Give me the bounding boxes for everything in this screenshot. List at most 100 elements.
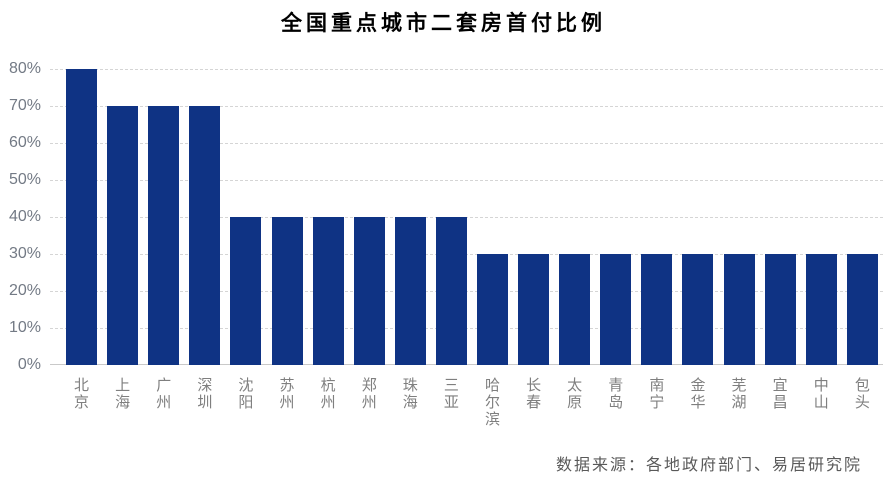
x-tick: 珠海 (390, 377, 431, 411)
city-label-中山: 中山 (813, 377, 829, 411)
city-label-长春: 长春 (526, 377, 542, 411)
city-label-北京: 北京 (74, 377, 90, 411)
y-tick-label: 10% (8, 319, 41, 336)
city-label-深圳: 深圳 (197, 377, 213, 411)
x-tick: 青岛 (595, 377, 636, 411)
bar-宜昌 (764, 254, 796, 365)
bar-column (143, 69, 184, 365)
bar-沈阳 (230, 217, 262, 365)
y-tick-label: 0% (17, 356, 41, 373)
city-label-包头: 包头 (854, 377, 870, 411)
bar-南宁 (641, 254, 673, 365)
x-tick: 长春 (513, 377, 554, 411)
x-tick: 太原 (554, 377, 595, 411)
bar-广州 (148, 106, 180, 365)
y-tick-label: 80% (8, 60, 41, 77)
y-tick-label: 60% (8, 134, 41, 151)
bar-column (102, 69, 143, 365)
y-tick-label: 70% (8, 97, 41, 114)
bar-column (760, 69, 801, 365)
x-axis-labels: 北京 上海 广州 深圳 沈阳 苏州 杭州 郑州 珠海 三亚 哈尔滨 长春 太原 青岛 南宁 金华 芜湖 宜昌 中山包… (61, 377, 883, 428)
x-tick: 广州 (143, 377, 184, 411)
bars-container (61, 69, 883, 365)
bar-column (390, 69, 431, 365)
bar-column (308, 69, 349, 365)
bar-column (595, 69, 636, 365)
x-tick: 金华 (677, 377, 718, 411)
city-label-苏州: 苏州 (279, 377, 295, 411)
bar-苏州 (271, 217, 303, 365)
bar-column (554, 69, 595, 365)
bar-深圳 (189, 106, 221, 365)
city-label-金华: 金华 (690, 377, 706, 411)
x-tick: 沈阳 (225, 377, 266, 411)
x-tick: 芜湖 (719, 377, 760, 411)
x-tick: 哈尔滨 (472, 377, 513, 428)
bar-青岛 (600, 254, 632, 365)
bar-上海 (107, 106, 139, 365)
bar-芜湖 (723, 254, 755, 365)
x-tick: 中山 (801, 377, 842, 411)
gridline (50, 106, 883, 107)
chart-title: 全国重点城市二套房首付比例 (281, 11, 606, 35)
bar-北京 (66, 69, 98, 365)
x-tick: 郑州 (349, 377, 390, 411)
city-label-珠海: 珠海 (402, 377, 418, 411)
bar-中山 (805, 254, 837, 365)
bar-column (349, 69, 390, 365)
x-tick: 杭州 (308, 377, 349, 411)
bar-金华 (682, 254, 714, 365)
bar-长春 (518, 254, 550, 365)
x-tick: 包头 (842, 377, 883, 411)
bar-杭州 (312, 217, 344, 365)
city-label-芜湖: 芜湖 (731, 377, 747, 411)
city-label-广州: 广州 (156, 377, 172, 411)
city-label-哈尔滨: 哈尔滨 (484, 377, 500, 428)
gridline (50, 69, 883, 70)
city-label-三亚: 三亚 (443, 377, 459, 411)
y-tick-label: 50% (8, 171, 41, 188)
city-label-沈阳: 沈阳 (238, 377, 254, 411)
bar-column (677, 69, 718, 365)
x-tick: 北京 (61, 377, 102, 411)
bar-column (431, 69, 472, 365)
x-tick: 宜昌 (760, 377, 801, 411)
bar-三亚 (435, 217, 467, 365)
x-tick: 三亚 (431, 377, 472, 411)
data-source-note: 数据来源：各地政府部门、易居研究院 (555, 457, 862, 474)
bar-column (842, 69, 883, 365)
city-label-南宁: 南宁 (649, 377, 665, 411)
gridline (50, 180, 883, 181)
bar-珠海 (394, 217, 426, 365)
bar-郑州 (353, 217, 385, 365)
bar-column (225, 69, 266, 365)
x-tick: 南宁 (636, 377, 677, 411)
x-tick: 上海 (102, 377, 143, 411)
bar-column (513, 69, 554, 365)
city-label-太原: 太原 (567, 377, 583, 411)
bar-包头 (846, 254, 878, 365)
city-label-青岛: 青岛 (608, 377, 624, 411)
y-tick-label: 40% (8, 208, 41, 225)
bar-column (719, 69, 760, 365)
bar-哈尔滨 (476, 254, 508, 365)
bar-column (61, 69, 102, 365)
bar-column (266, 69, 307, 365)
plot-area (50, 69, 883, 365)
x-tick: 苏州 (266, 377, 307, 411)
city-label-宜昌: 宜昌 (772, 377, 788, 411)
bar-column (636, 69, 677, 365)
city-label-上海: 上海 (115, 377, 131, 411)
y-tick-label: 20% (8, 282, 41, 299)
bar-column (472, 69, 513, 365)
bar-太原 (559, 254, 591, 365)
y-axis: 0% 10% 20% 30% 40% 50% 60% 70% 80% (0, 60, 41, 373)
gridline (50, 143, 883, 144)
x-tick: 深圳 (184, 377, 225, 411)
bar-column (184, 69, 225, 365)
y-tick-label: 30% (8, 245, 41, 262)
city-label-郑州: 郑州 (361, 377, 377, 411)
bar-column (801, 69, 842, 365)
city-label-杭州: 杭州 (320, 377, 336, 411)
